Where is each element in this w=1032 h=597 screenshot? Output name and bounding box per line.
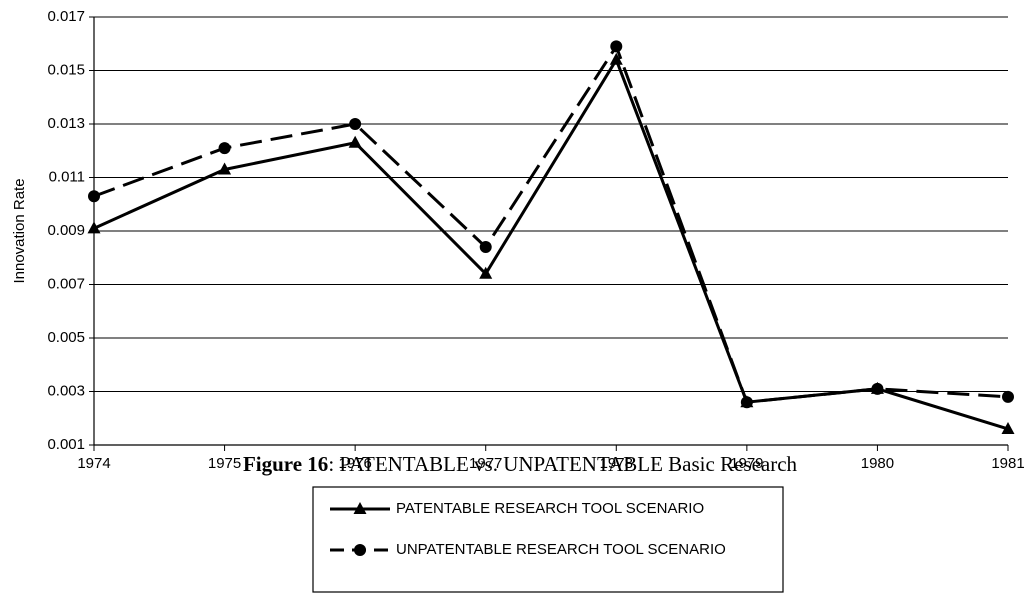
marker [349, 118, 362, 130]
series-line [93, 43, 1009, 404]
x-tick-label: 1975 [208, 455, 241, 472]
legend-marker [354, 544, 366, 556]
caption-text: : PATENTABLE vs. UNPATENTABLE Basic Rese… [328, 452, 797, 476]
y-tick-label: 0.009 [47, 222, 85, 239]
x-tick-label: 1976 [338, 455, 371, 472]
marker [87, 221, 101, 234]
y-tick-label: 0.003 [47, 382, 85, 399]
y-tick-label: 0.007 [47, 275, 85, 292]
marker [1001, 421, 1015, 434]
y-tick-label: 0.015 [47, 61, 85, 78]
y-tick-label: 0.001 [47, 436, 85, 453]
y-tick-label: 0.005 [47, 329, 85, 346]
x-tick-label: 1980 [861, 455, 894, 472]
y-tick-label: 0.011 [49, 168, 85, 185]
y-tick-label: 0.013 [47, 115, 85, 132]
marker [740, 396, 753, 409]
marker [218, 142, 231, 155]
caption-label: Figure 16 [243, 452, 328, 476]
series-line [93, 56, 1009, 431]
legend-label: PATENTABLE RESEARCH TOOL SCENARIO [396, 500, 704, 517]
marker [609, 52, 623, 65]
marker [871, 382, 884, 395]
marker [479, 266, 493, 279]
y-tick-label: 0.017 [47, 8, 85, 25]
legend-box [312, 486, 784, 593]
x-tick-label: 1979 [730, 455, 763, 472]
legend-label: UNPATENTABLE RESEARCH TOOL SCENARIO [396, 541, 726, 558]
marker [348, 135, 362, 148]
x-tick-label: 1978 [600, 455, 633, 472]
marker [610, 40, 623, 53]
x-tick-label: 1974 [77, 455, 110, 472]
figure-caption: Figure 16: PATENTABLE vs. UNPATENTABLE B… [243, 452, 798, 476]
x-tick-label: 1977 [469, 455, 502, 472]
marker [218, 162, 232, 175]
marker [1002, 390, 1014, 403]
marker [479, 241, 492, 254]
marker [88, 190, 100, 203]
y-axis-label: Innovation Rate [11, 178, 28, 283]
legend-marker [353, 502, 367, 514]
x-tick-label: 1981 [991, 455, 1024, 472]
